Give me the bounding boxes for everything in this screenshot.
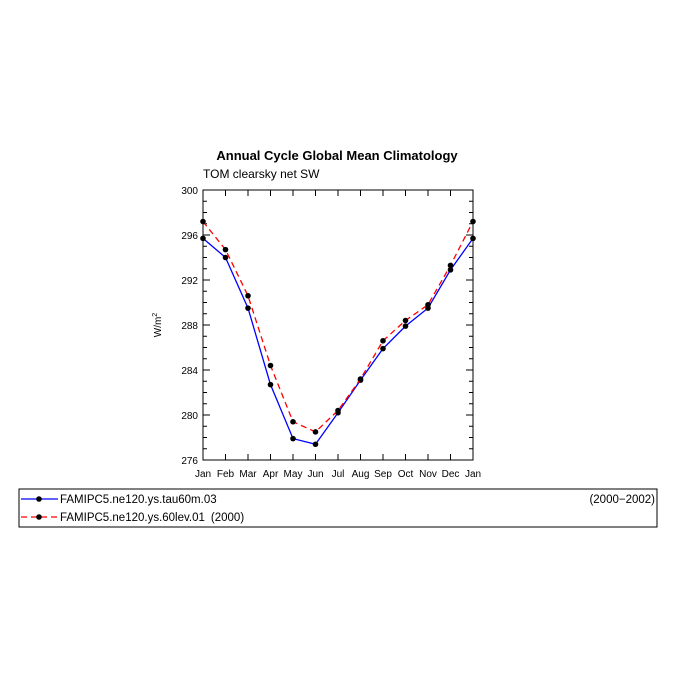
data-point (447, 262, 454, 269)
legend-marker (36, 496, 42, 502)
legend-series-period: (2000) (211, 512, 244, 524)
data-point (222, 254, 229, 261)
y-tick-label: 296 (181, 231, 198, 242)
x-tick-label: Sep (374, 469, 392, 480)
legend-series-period: (2000−2002) (589, 494, 655, 506)
y-tick-label: 284 (181, 366, 198, 377)
data-point (335, 407, 341, 414)
data-point (447, 267, 454, 273)
data-point (357, 376, 364, 382)
data-point (380, 337, 386, 344)
y-axis-label-exponent: 2 (152, 313, 159, 317)
x-tick-label: Nov (419, 469, 437, 480)
data-point (290, 435, 296, 442)
y-tick-label: 292 (181, 276, 198, 287)
data-point (290, 418, 296, 425)
legend-series-name: FAMIPC5.ne120.ys.60lev.01 (60, 512, 205, 524)
legend: FAMIPC5.ne120.ys.tau60m.03 (2000−2002) FAM… (18, 488, 658, 528)
y-axis-label-unit: W/m (153, 317, 164, 338)
legend-marker (36, 514, 42, 520)
data-point (380, 345, 386, 352)
y-tick-label: 288 (181, 321, 198, 332)
data-point (312, 429, 319, 435)
data-point (312, 441, 319, 448)
x-tick-label: Dec (442, 469, 460, 480)
series-line-2 (202, 221, 474, 433)
y-tick-label: 280 (181, 411, 198, 422)
x-tick-label: Aug (352, 469, 370, 480)
data-point (245, 292, 251, 299)
data-point (402, 317, 409, 324)
x-tick-label: Feb (217, 469, 235, 480)
data-point (470, 218, 476, 225)
x-tick-label: Mar (239, 469, 257, 480)
legend-series-name: FAMIPC5.ne120.ys.tau60m.03 (60, 494, 217, 506)
x-tick-label: Oct (398, 469, 414, 480)
data-point (200, 235, 206, 242)
legend-box (18, 488, 658, 528)
chart-subtitle: TOM clearsky net SW (203, 167, 320, 181)
data-point (470, 235, 476, 242)
data-point (267, 381, 274, 388)
plot-frame (202, 189, 474, 461)
plot-area: 276 280 284 288 292 296 300 Jan Feb Mar Apr May Jun J… (181, 186, 481, 480)
data-point (425, 301, 431, 308)
y-tick-label: 300 (181, 186, 198, 197)
x-tick-label: May (284, 469, 303, 480)
y-axis-label: W/m2 (152, 313, 164, 338)
data-point (245, 305, 251, 311)
x-tick-label: Apr (263, 469, 279, 480)
data-point (200, 218, 206, 225)
x-tick-label: Jun (307, 469, 323, 480)
data-point (222, 246, 229, 253)
chart-title: Annual Cycle Global Mean Climatology (216, 148, 458, 163)
x-tick-label: Jan (465, 469, 481, 480)
x-tick-label: Jul (332, 469, 345, 480)
x-tick-label: Jan (195, 469, 211, 480)
y-tick-label: 276 (181, 456, 198, 467)
data-point (402, 323, 409, 329)
data-point (267, 362, 274, 369)
